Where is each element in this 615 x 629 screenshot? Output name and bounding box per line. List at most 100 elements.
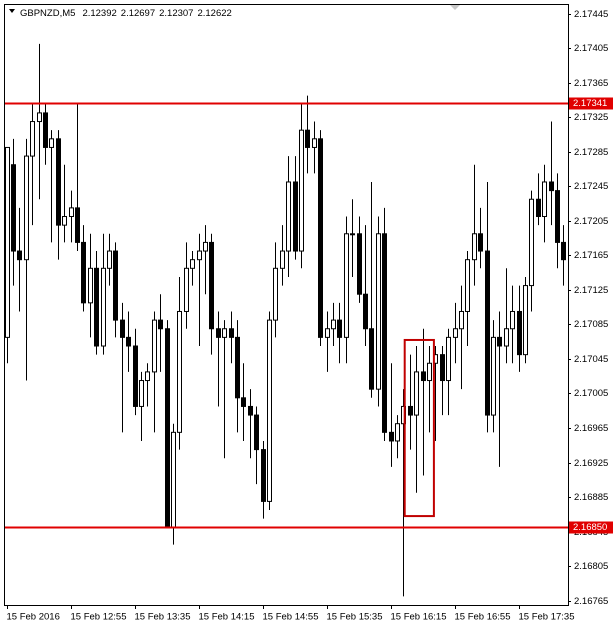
candle-body — [171, 431, 176, 528]
candle-body — [561, 241, 566, 261]
header-low: 2.12307 — [159, 8, 193, 19]
candle-body — [350, 233, 355, 236]
candle-body — [337, 319, 342, 338]
y-tick-label: 2.17245 — [574, 181, 608, 192]
candle-body — [478, 233, 483, 252]
x-tick-label: 15 Feb 17:35 — [519, 612, 575, 623]
candle-body — [299, 129, 304, 252]
candle-body — [24, 155, 29, 261]
candle-body — [485, 250, 490, 416]
candle-body — [389, 431, 394, 442]
level-label: 2.16850 — [573, 522, 607, 533]
level-label-bg — [569, 97, 613, 110]
candle-body — [510, 310, 515, 330]
candle-body — [549, 181, 554, 192]
candle-body — [331, 319, 336, 330]
candle-body — [120, 319, 125, 338]
candle-body — [248, 405, 253, 416]
candle-body — [440, 354, 445, 382]
header-close: 2.12622 — [197, 8, 231, 19]
candle-body — [318, 138, 323, 338]
candle-body — [414, 371, 419, 416]
candle-body — [523, 285, 528, 356]
candle-body — [293, 181, 298, 252]
candle-body — [497, 336, 502, 347]
header: GBPNZD,M5 2.12392 2.12697 2.12307 2.12622 — [20, 8, 232, 19]
y-tick-label: 2.17125 — [574, 285, 608, 296]
candle-body — [75, 207, 80, 243]
candle-body — [107, 250, 112, 269]
annotation-rectangle — [403, 338, 435, 518]
candle-body — [216, 328, 221, 338]
candle-body — [203, 241, 208, 252]
candle-body — [5, 146, 10, 338]
scroll-marker — [450, 5, 460, 10]
candle-body — [382, 233, 387, 433]
candle-body — [152, 319, 157, 373]
candle-body — [459, 310, 464, 330]
y-tick-label: 2.17045 — [574, 354, 608, 365]
candle-body — [145, 371, 150, 382]
candle-body — [555, 190, 560, 243]
candle-body — [542, 181, 547, 218]
menu-triangle — [9, 9, 15, 13]
candle-body — [446, 336, 451, 382]
candle-body — [395, 423, 400, 442]
candle-body — [184, 267, 189, 312]
y-tick-label: 2.17285 — [574, 147, 608, 158]
candle-body — [113, 250, 118, 321]
y-tick-label: 2.17005 — [574, 388, 608, 399]
candle-body — [325, 328, 330, 338]
y-tick-label: 2.16805 — [574, 561, 608, 572]
level-label: 2.17341 — [573, 98, 607, 109]
candle-body — [504, 328, 509, 347]
candle-body — [11, 164, 16, 252]
candle-body — [536, 198, 541, 218]
candle-body — [30, 121, 35, 157]
candle-body — [421, 371, 426, 382]
candle-body — [101, 267, 106, 347]
candle-body — [261, 449, 266, 502]
plot-frame — [4, 4, 569, 606]
candle-body — [49, 138, 54, 148]
candle-body — [235, 336, 240, 399]
x-tick-label: 15 Feb 16:15 — [391, 612, 447, 623]
candle-body — [81, 241, 86, 304]
candle-body — [273, 267, 278, 321]
candle-body — [158, 319, 163, 330]
x-tick-label: 15 Feb 14:15 — [199, 612, 255, 623]
candle-body — [190, 259, 195, 269]
x-tick-label: 15 Feb 2016 — [7, 612, 60, 623]
candle-body — [88, 267, 93, 304]
candle-body — [408, 405, 413, 416]
x-tick-label: 15 Feb 12:55 — [71, 612, 127, 623]
y-tick-label: 2.17445 — [574, 9, 608, 20]
candle-body — [286, 181, 291, 252]
candle-body — [133, 345, 138, 407]
x-tick-label: 15 Feb 16:55 — [455, 612, 511, 623]
candle-body — [165, 328, 170, 528]
candle-body — [305, 129, 310, 148]
x-tick-label: 15 Feb 13:35 — [135, 612, 191, 623]
candle-body — [56, 138, 61, 226]
y-tick-label: 2.17405 — [574, 43, 608, 54]
y-tick-label: 2.17165 — [574, 250, 608, 261]
candle-body — [94, 267, 99, 347]
candle-body — [363, 293, 368, 330]
candle-body — [17, 250, 22, 261]
candle-body — [126, 336, 131, 347]
candle-body — [177, 310, 182, 433]
candle-body — [465, 259, 470, 312]
y-tick-label: 2.17085 — [574, 319, 608, 330]
y-tick-label: 2.16965 — [574, 423, 608, 434]
candle-body — [312, 138, 317, 148]
level-label-bg — [569, 521, 613, 534]
candle-body — [427, 362, 432, 382]
y-tick-label: 2.17365 — [574, 78, 608, 89]
candle-body — [69, 207, 74, 218]
candle-body — [357, 233, 362, 295]
candle-body — [37, 112, 42, 123]
header-high: 2.12697 — [121, 8, 155, 19]
y-tick-label: 2.17205 — [574, 216, 608, 227]
